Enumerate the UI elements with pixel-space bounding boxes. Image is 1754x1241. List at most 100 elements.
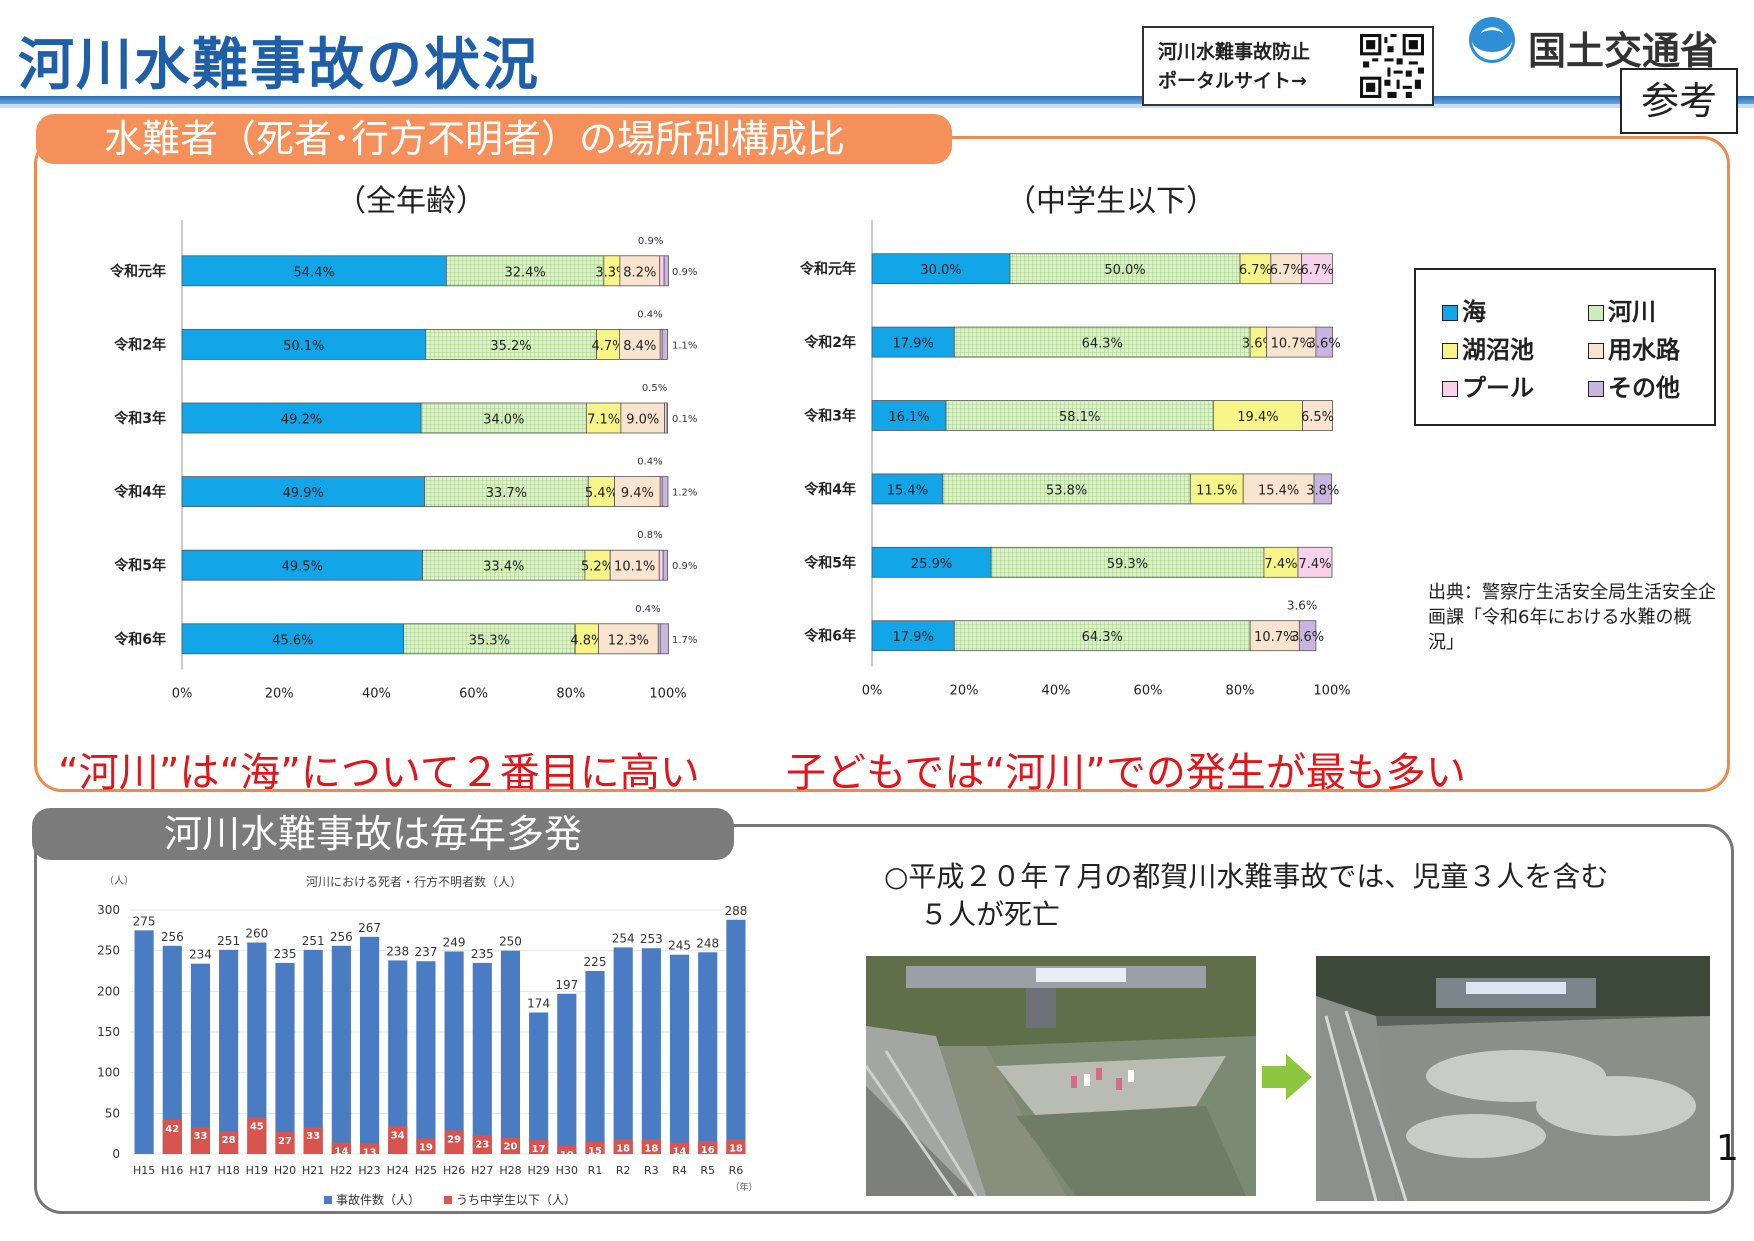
total-value-label: 256 bbox=[161, 930, 184, 944]
bar-segment bbox=[990, 546, 1265, 578]
children-bar bbox=[698, 1140, 718, 1154]
data-label: 0.4% bbox=[635, 604, 660, 615]
x-tick-label: R1 bbox=[588, 1164, 603, 1177]
children-bar bbox=[416, 1138, 436, 1154]
data-label: 4.7% bbox=[591, 339, 624, 354]
bar-segment bbox=[181, 329, 426, 360]
tsugagawa-accident-note: ○平成２０年７月の都賀川水難事故では、児童３人を含む ５人が死亡 bbox=[884, 858, 1608, 934]
total-bar bbox=[303, 949, 323, 1154]
bar-segment bbox=[942, 473, 1191, 505]
section-2-label: 河川水難事故は毎年多発 bbox=[32, 808, 734, 860]
children-value-label: 33 bbox=[306, 1131, 320, 1142]
total-value-label: 256 bbox=[330, 930, 353, 944]
data-label: 15.4% bbox=[1258, 483, 1299, 498]
total-bar bbox=[613, 947, 633, 1154]
x-tick-label: R6 bbox=[729, 1164, 744, 1177]
data-label: 50.0% bbox=[1104, 263, 1145, 278]
children-value-label: 13 bbox=[363, 1147, 377, 1158]
y-tick-label: 50 bbox=[105, 1106, 120, 1120]
total-value-label: 245 bbox=[668, 939, 691, 953]
y-tick-label: 150 bbox=[97, 1025, 120, 1039]
bar-segment bbox=[663, 255, 669, 287]
data-label: 49.2% bbox=[281, 413, 322, 428]
legend-item-sea: 海 bbox=[1442, 292, 1486, 327]
y-tick-label: 100 bbox=[97, 1066, 120, 1080]
bar-segment bbox=[1301, 253, 1333, 285]
y-tick-label: 250 bbox=[97, 944, 120, 958]
qr-code-icon bbox=[1360, 34, 1424, 98]
bar-segment bbox=[1302, 400, 1333, 431]
bar-segment bbox=[1298, 620, 1317, 652]
arrow-right-icon bbox=[1262, 1054, 1312, 1100]
data-label: 11.5% bbox=[1196, 483, 1237, 498]
data-label: 9.4% bbox=[621, 486, 654, 501]
total-bar bbox=[726, 919, 746, 1154]
bar-segment bbox=[871, 326, 955, 358]
bar-segment bbox=[598, 623, 659, 655]
x-tick-label: H28 bbox=[499, 1164, 521, 1177]
category-label: 令和3年 bbox=[803, 408, 856, 425]
children-bar bbox=[500, 1137, 521, 1154]
children-value-label: 42 bbox=[165, 1124, 179, 1135]
ministry-logo bbox=[1469, 17, 1515, 63]
category-label: 令和6年 bbox=[803, 628, 856, 645]
total-bar bbox=[275, 962, 295, 1154]
x-tick-label: 40% bbox=[362, 687, 391, 702]
river-flood-photo bbox=[1316, 956, 1710, 1201]
y-tick-label: 200 bbox=[97, 984, 120, 998]
x-tick-label: 20% bbox=[950, 683, 979, 698]
legend-item-other: その他 bbox=[1588, 368, 1680, 403]
total-value-label: 253 bbox=[640, 932, 663, 946]
annual-accidents-panel bbox=[34, 824, 1734, 1214]
total-bar bbox=[444, 951, 464, 1154]
bar-segment bbox=[871, 473, 944, 505]
x-tick-label: R5 bbox=[700, 1164, 715, 1177]
x-tick-label: H22 bbox=[330, 1164, 352, 1177]
title-underline-light bbox=[0, 104, 1754, 108]
children-value-label: 27 bbox=[278, 1136, 292, 1147]
total-value-label: 237 bbox=[414, 945, 437, 959]
data-label: 25.9% bbox=[911, 557, 952, 572]
bar-segment bbox=[1242, 473, 1315, 505]
category-label: 令和5年 bbox=[803, 554, 856, 571]
y-unit-label: （人） bbox=[104, 875, 134, 887]
total-value-label: 254 bbox=[612, 931, 635, 945]
category-label: 令和2年 bbox=[113, 336, 166, 353]
children-bar bbox=[726, 1139, 746, 1154]
data-label: 9.0% bbox=[626, 413, 659, 428]
annual-chart-title: 河川における死者・行方不明者数（人） bbox=[306, 874, 522, 889]
bar-segment bbox=[953, 326, 1251, 358]
x-tick-label: 100% bbox=[1313, 683, 1350, 698]
category-label: 令和4年 bbox=[803, 481, 856, 498]
total-bar bbox=[331, 945, 351, 1154]
x-tick-label: H27 bbox=[471, 1164, 493, 1177]
bar-segment bbox=[619, 329, 661, 360]
legend-item-lake: 湖沼池 bbox=[1442, 330, 1534, 365]
children-value-label: 34 bbox=[391, 1130, 405, 1141]
children-chart: 令和元年 30.0% 50.0% 6.7%6.7%6.7%令和2年 17.9% 64.3%… bbox=[799, 220, 1351, 698]
data-label: 49.5% bbox=[282, 560, 323, 575]
total-bar bbox=[388, 960, 408, 1154]
x-tick-label: H23 bbox=[358, 1164, 380, 1177]
x-tick-label: H19 bbox=[246, 1164, 268, 1177]
total-bar bbox=[557, 993, 577, 1154]
bar-segment bbox=[181, 476, 425, 508]
data-label: 6.5% bbox=[1301, 410, 1334, 425]
bar-segment bbox=[620, 402, 665, 434]
total-value-label: 197 bbox=[555, 978, 578, 992]
chart-legend: 海 河川 湖沼池 用水路 プール その他 bbox=[1414, 268, 1716, 426]
data-label: 5.2% bbox=[581, 560, 614, 575]
bar-segment bbox=[619, 255, 661, 287]
children-bar bbox=[669, 1142, 690, 1154]
category-label: 令和5年 bbox=[113, 557, 166, 574]
children-bar bbox=[388, 1126, 408, 1154]
portal-site-link[interactable]: 河川水難事故防止 ポータルサイト→ bbox=[1142, 26, 1434, 106]
bar-segment bbox=[662, 549, 668, 581]
bar-segment bbox=[1009, 253, 1241, 285]
data-label: 0.4% bbox=[637, 309, 662, 320]
data-label: 64.3% bbox=[1082, 630, 1123, 645]
data-label: 0.8% bbox=[637, 530, 662, 541]
category-label: 令和3年 bbox=[113, 410, 166, 427]
data-label: 12.3% bbox=[608, 633, 649, 648]
data-label: 0.9% bbox=[672, 561, 697, 572]
